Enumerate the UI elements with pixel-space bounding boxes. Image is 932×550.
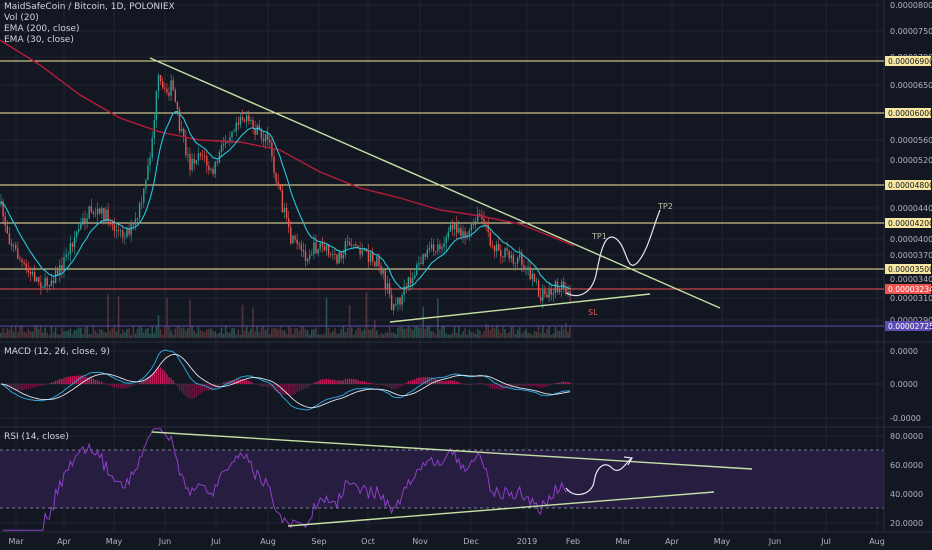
time-tick-7: Oct [361, 537, 375, 546]
level-label-2: 0.00004800 [888, 181, 932, 190]
legend-ema-30[interactable]: EMA (30, close) [4, 35, 74, 45]
rsi-line [3, 428, 571, 531]
time-tick-10: 2019 [517, 537, 537, 546]
rsi-tick-3: 20.0000 [890, 519, 923, 528]
macd-tick-1: 0.0000 [890, 380, 918, 389]
time-tick-4: Jul [210, 537, 221, 546]
chart-title: MaidSafeCoin / Bitcoin, 1D, POLONIEX [4, 2, 175, 12]
level-label-bg-3 [885, 218, 931, 228]
macd-signal-line [0, 353, 571, 409]
price-axis-labels[interactable]: 0.000080000.000075000.000070000.00006500… [885, 1, 932, 528]
time-tick-16: Jul [820, 537, 831, 546]
time-tick-6: Sep [311, 537, 326, 546]
time-tick-11: Feb [566, 537, 580, 546]
level-label-bg-0 [885, 56, 931, 66]
time-tick-2: May [106, 537, 123, 546]
rsi-tick-2: 40.0000 [890, 490, 923, 499]
level-label-bg-6 [885, 321, 931, 331]
rsi-tick-1: 60.0000 [890, 461, 923, 470]
rsi-band [0, 450, 884, 508]
ema-200-line [0, 39, 575, 247]
price-support-trendline[interactable] [389, 293, 651, 323]
annotation-sl: SL [588, 308, 598, 317]
legend-ema-200[interactable]: EMA (200, close) [4, 24, 80, 34]
time-tick-9: Dec [463, 537, 478, 546]
time-tick-1: Apr [57, 537, 72, 546]
chart-legend: MaidSafeCoin / Bitcoin, 1D, POLONIEX Vol… [4, 2, 175, 46]
price-resistance-trendline[interactable] [149, 57, 721, 309]
time-tick-8: Nov [412, 537, 428, 546]
price-candles [0, 73, 571, 315]
legend-volume[interactable]: Vol (20) [4, 13, 39, 23]
level-label-bg-2 [885, 180, 931, 190]
level-label-5: 0.00003234 [888, 285, 932, 294]
macd-tick-0: 0.0000 [890, 347, 918, 356]
rsi-projection-path[interactable] [565, 456, 633, 496]
macd-tick-2: -0.0000 [890, 414, 921, 423]
annotation-tp1: TP1 [591, 232, 607, 241]
level-label-bg-1 [885, 108, 931, 118]
horizontal-levels [0, 60, 884, 327]
time-tick-13: Apr [665, 537, 680, 546]
time-tick-3: Jun [158, 537, 172, 546]
time-axis-labels[interactable]: Mar Apr May Jun Jul Aug Sep Oct Nov Dec 2019 Feb Mar… [8, 537, 884, 546]
volume-bars [0, 292, 571, 338]
time-tick-15: Jun [768, 537, 782, 546]
level-label-1: 0.00006000 [888, 109, 932, 118]
rsi-resistance-trendline[interactable] [151, 431, 753, 470]
level-label-4: 0.00003500 [888, 265, 932, 274]
level-label-bg-5 [885, 284, 931, 294]
level-label-3: 0.00004200 [888, 219, 932, 228]
rsi-pane-label[interactable]: RSI (14, close) [4, 432, 69, 442]
annotation-tp2: TP2 [657, 202, 673, 211]
macd-pane-label[interactable]: MACD (12, 26, close, 9) [4, 347, 110, 357]
time-tick-14: May [714, 537, 731, 546]
price-projection-path[interactable] [565, 209, 661, 297]
level-label-bg-4 [885, 264, 931, 274]
time-tick-0: Mar [8, 537, 24, 546]
time-tick-5: Aug [260, 537, 276, 546]
level-label-6: 0.00002725 [888, 322, 932, 331]
level-label-0: 0.00006900 [888, 57, 932, 66]
time-tick-17: Aug [869, 537, 885, 546]
time-tick-12: Mar [615, 537, 631, 546]
ema-30-line [0, 110, 571, 290]
rsi-support-trendline[interactable] [287, 491, 715, 527]
rsi-tick-0: 80.0000 [890, 432, 923, 441]
